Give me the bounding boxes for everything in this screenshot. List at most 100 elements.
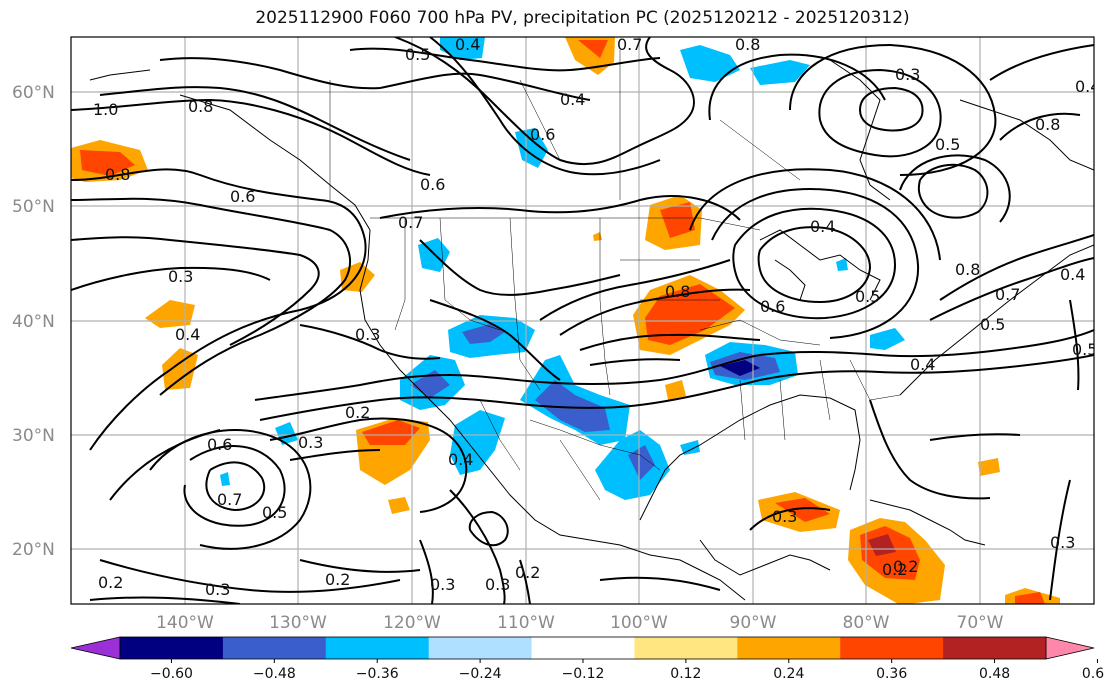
lat-label: 50°N [12,197,55,217]
lon-label: 70°W [957,613,1004,633]
precip-area [388,497,410,514]
contour-label: 0.4 [810,217,835,236]
colorbar-tick-label: −0.24 [459,666,502,682]
contour-label: 0.5 [935,135,960,154]
colorbar-bin [634,637,738,659]
precip-area [836,258,848,271]
contour-label: 0.7 [217,490,242,509]
latitude-labels: 60°N 50°N 40°N 30°N 20°N [12,83,55,560]
colorbar-tick-label: 0.24 [773,666,804,682]
lon-label: 130°W [269,613,327,633]
contour-label: 0.8 [735,35,760,54]
colorbar: −0.60 −0.48 −0.36 −0.24 −0.12 0.12 0.24 0.36 0.4… [70,636,1105,682]
contour-label: 0.3 [298,433,323,452]
contour-label: 0.2 [98,573,123,592]
contour-label: 0.4 [560,90,585,109]
precip-area [535,380,610,432]
lon-label: 100°W [610,613,668,633]
lat-label: 30°N [12,426,55,446]
contour-label: 0.4 [910,355,935,374]
colorbar-tick-label: 0.12 [670,666,701,682]
precip-area [660,202,695,238]
contour-label: 0.3 [485,575,510,594]
precip-area [868,534,896,556]
contour-label: 0.3 [430,575,455,594]
contour-label: 0.3 [168,267,193,286]
precip-area [775,498,830,522]
lon-label: 110°W [497,613,555,633]
colorbar-under-triangle [70,636,121,660]
colorbar-bin [737,637,841,659]
colorbar-tick-label: −0.48 [253,666,296,682]
contour-label: 0.8 [665,282,690,301]
map-title: 2025112900 F060 700 hPa PV, precipitatio… [255,8,910,28]
lon-label: 80°W [843,613,890,633]
contour-label: 0.3 [355,325,380,344]
contour-label: 0.5 [262,503,287,522]
contour-label: 0.6 [230,187,255,206]
contour-label: 0.4 [1060,265,1085,284]
contour-label: 0.4 [1075,77,1100,96]
contour-label: 0.3 [772,507,797,526]
precip-area [595,430,670,500]
contour-label: 0.6 [420,175,445,194]
contour-label: 0.2 [515,563,540,582]
precip-area [665,380,686,400]
contour-label: 0.6 [760,297,785,316]
contour-labels: 0.4 0.7 0.5 0.4 0.3 1.0 0.8 0.6 0.8 0.6 … [93,35,1100,599]
precip-area [720,360,760,376]
lon-label: 120°W [383,613,441,633]
precip-area [450,410,505,475]
contour-label: 0.4 [448,450,473,469]
contour-label: 0.4 [455,35,480,54]
contour-label: 0.5 [1072,340,1097,359]
precip-area [978,458,1000,476]
contour-label: 0.8 [1035,115,1060,134]
contour-label: 1.0 [93,100,118,119]
contour-label: 0.3 [1050,533,1075,552]
contour-label: 0.8 [955,260,980,279]
precip-area [220,472,230,486]
precip-negative-areas [220,37,905,500]
lat-label: 20°N [12,540,55,560]
precip-area [870,328,905,350]
colorbar-bin [840,637,944,659]
precip-area [680,45,740,82]
precip-area [1015,592,1045,604]
precip-area [462,324,505,344]
precip-area [410,370,450,398]
longitude-labels: 140°W 130°W 120°W 110°W 100°W 90°W 80°W … [156,613,1004,633]
colorbar-tick-label: −0.60 [150,666,193,682]
colorbar-bin [222,637,327,659]
contour-label: 0.7 [398,213,423,232]
contour-label: 0.7 [995,285,1020,304]
colorbar-bin [120,637,224,659]
colorbar-tick-label: −0.12 [562,666,605,682]
precip-area [162,348,198,390]
contour-label: 0.8 [188,97,213,116]
contour-label: 0.5 [980,315,1005,334]
plot-frame [70,36,1095,605]
precip-area [578,40,608,58]
colorbar-tick-label: −0.36 [356,666,399,682]
colorbar-bin [531,637,635,659]
contour-label: 0.8 [105,165,130,184]
contour-label: 0.5 [855,287,880,306]
contour-label: 0.5 [405,45,430,64]
contour-label: 0.7 [617,35,642,54]
colorbar-bin [325,637,430,659]
coastlines [89,59,1094,601]
lon-label: 90°W [730,613,777,633]
contour-label: 0.6 [530,125,555,144]
contour-label: 0.2 [882,560,907,579]
precip-area [275,422,298,445]
precip-area [680,440,700,455]
precip-area [750,60,810,85]
contour-label: 0.2 [345,403,370,422]
colorbar-tick-label: 0.36 [876,666,907,682]
precip-area [440,37,485,60]
colorbar-over-triangle [1045,636,1095,660]
contour-label: 0.4 [175,325,200,344]
lat-label: 60°N [12,83,55,103]
